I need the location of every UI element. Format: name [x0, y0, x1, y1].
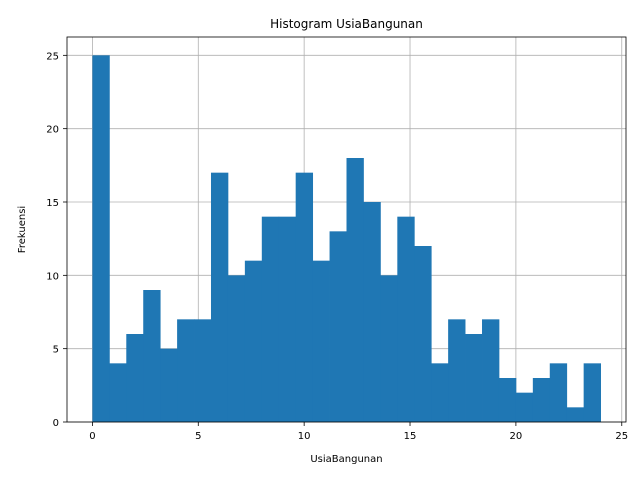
- x-tick-label: 0: [89, 431, 95, 442]
- histogram-bar: [143, 290, 161, 422]
- histogram-bar: [160, 348, 178, 422]
- x-tick-label: 15: [404, 431, 417, 442]
- histogram-bar: [482, 319, 500, 422]
- histogram-bar: [549, 363, 568, 422]
- histogram-bar: [448, 319, 466, 422]
- y-axis-label: Frekuensi: [17, 206, 28, 253]
- histogram-bar: [278, 216, 297, 422]
- histogram-bar: [244, 260, 263, 422]
- histogram-bar: [346, 158, 364, 422]
- histogram-bar: [583, 363, 601, 422]
- histogram-bar: [498, 378, 517, 422]
- x-axis-label: UsiaBangunan: [310, 454, 382, 465]
- x-tick-label: 20: [510, 431, 523, 442]
- histogram-bar: [312, 260, 330, 422]
- histogram-bar: [566, 407, 585, 422]
- histogram-bar: [329, 231, 347, 422]
- x-tick-label: 5: [195, 431, 201, 442]
- histogram-bar: [227, 275, 246, 422]
- chart-title: Histogram UsiaBangunan: [270, 17, 423, 31]
- x-tick-label: 10: [298, 431, 311, 442]
- histogram-bar: [431, 363, 449, 422]
- histogram-bars: [92, 55, 601, 422]
- histogram-bar: [532, 378, 551, 422]
- histogram-bar: [515, 392, 534, 422]
- histogram-bar: [363, 202, 381, 422]
- histogram-bar: [177, 319, 195, 422]
- x-tick-label: 25: [615, 431, 628, 442]
- histogram-bar: [92, 55, 110, 422]
- histogram-bar: [194, 319, 212, 422]
- histogram-bar: [397, 216, 415, 422]
- y-tick-label: 25: [46, 51, 59, 62]
- y-tick-label: 20: [46, 125, 59, 136]
- histogram-bar: [126, 334, 144, 422]
- histogram-bar: [465, 334, 483, 422]
- y-tick-label: 10: [46, 271, 59, 282]
- histogram-bar: [109, 363, 127, 422]
- histogram-bar: [295, 172, 314, 422]
- axis-ticks: 0 5 10 15 20 25 0 5 10 15 20 25: [46, 51, 628, 442]
- histogram-bar: [380, 275, 398, 422]
- histogram-bar: [210, 172, 229, 422]
- y-tick-label: 0: [53, 418, 59, 429]
- plot-frame: [66, 36, 627, 423]
- histogram-bar: [261, 216, 280, 422]
- histogram-bar: [414, 246, 432, 422]
- y-tick-label: 15: [46, 198, 59, 209]
- y-tick-label: 5: [53, 345, 59, 356]
